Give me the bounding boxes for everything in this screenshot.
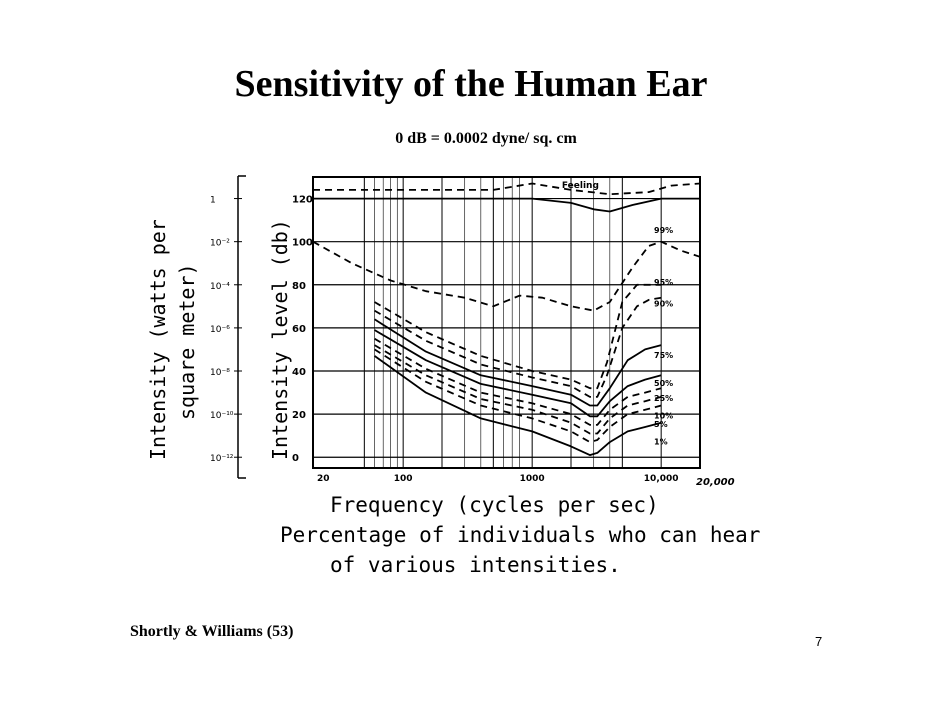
y-axis-label-db: Intensity level (db) [268, 219, 292, 460]
curve-label: 25% [654, 394, 673, 403]
curve-upper-dashed [313, 182, 701, 196]
x-axis-label: Frequency (cycles per sec) [330, 493, 659, 517]
curve-label: 75% [654, 351, 673, 360]
plot-border [312, 176, 701, 469]
intensity-tick-label: 10⁻² [210, 239, 230, 249]
curve-10pct [374, 344, 662, 435]
caption-line-1: Percentage of individuals who can hear [280, 523, 760, 547]
curve-label: 5% [654, 420, 668, 429]
curve-label: 95% [654, 278, 673, 287]
db-tick-label: 80 [292, 281, 306, 292]
db-tick-label: 20 [292, 410, 306, 421]
intensity-tick-label: 1 [210, 196, 216, 206]
db-tick-labels: 0 20 40 60 80 100 120 [292, 195, 313, 465]
curve-label: 90% [654, 299, 673, 308]
caption-line-2: of various intensities. [330, 553, 621, 577]
frequency-tick-label: 1000 [520, 474, 545, 484]
db-tick-label: 60 [292, 324, 306, 335]
curve-label: 99% [654, 226, 673, 235]
curve-labels: Feeling 99% 95% 90% 75% 50% 25% 10%5% 1% [562, 181, 673, 447]
curve-label: Feeling [562, 181, 599, 191]
x-axis-end-label: 20,000 [696, 477, 735, 488]
reference-note: 0 dB = 0.0002 dyne/ sq. cm [395, 130, 577, 147]
intensity-tick-label: 10⁻¹⁰ [210, 411, 234, 421]
intensity-tick-label: 10⁻¹² [210, 454, 234, 464]
intensity-tick-label: 10⁻⁸ [210, 368, 230, 378]
curve-25pct [374, 337, 662, 426]
frequency-tick-labels: 20 100 1000 10,000 [317, 474, 679, 484]
db-tick-label: 120 [292, 195, 313, 206]
threshold-curves [312, 182, 701, 456]
curve-95pct [374, 283, 662, 390]
y-axis-label-intensity-2: square meter) [175, 263, 199, 420]
intensity-tick-labels: 10⁻¹² 10⁻¹⁰ 10⁻⁸ 10⁻⁶ 10⁻⁴ 10⁻² 1 [210, 196, 242, 464]
curve-label: 10% [654, 411, 673, 420]
chart-frame [237, 175, 701, 479]
frequency-tick-label: 10,000 [644, 474, 679, 484]
curve-50pct [374, 329, 662, 418]
frequency-tick-label: 100 [394, 474, 413, 484]
chart-grid [313, 177, 700, 468]
source-citation: Shortly & Williams (53) [130, 623, 294, 640]
curve-5pct [374, 348, 662, 443]
curve-label: 50% [654, 379, 673, 388]
curve-label: 1% [654, 437, 668, 446]
db-tick-label: 100 [292, 238, 313, 249]
intensity-tick-label: 10⁻⁴ [210, 282, 230, 292]
curve-feeling [313, 197, 700, 213]
intensity-tick-label: 10⁻⁶ [210, 325, 230, 335]
page-number: 7 [815, 634, 823, 649]
db-tick-label: 0 [292, 453, 299, 464]
y-axis-label-intensity-1: Intensity (watts per [146, 219, 170, 460]
db-tick-label: 40 [292, 367, 306, 378]
curve-90pct [374, 296, 662, 398]
curve-1pct [373, 355, 662, 456]
curve-99pct [312, 240, 701, 312]
frequency-tick-label: 20 [317, 474, 330, 484]
curve-75pct [374, 318, 662, 407]
slide-title: Sensitivity of the Human Ear [234, 63, 708, 105]
